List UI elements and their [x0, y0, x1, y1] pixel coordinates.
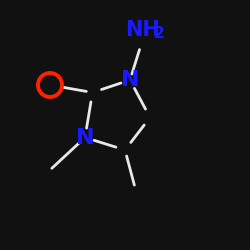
Text: N: N	[76, 128, 94, 148]
Text: N: N	[121, 70, 139, 90]
Text: NH: NH	[125, 20, 160, 40]
Text: 2: 2	[154, 26, 164, 41]
